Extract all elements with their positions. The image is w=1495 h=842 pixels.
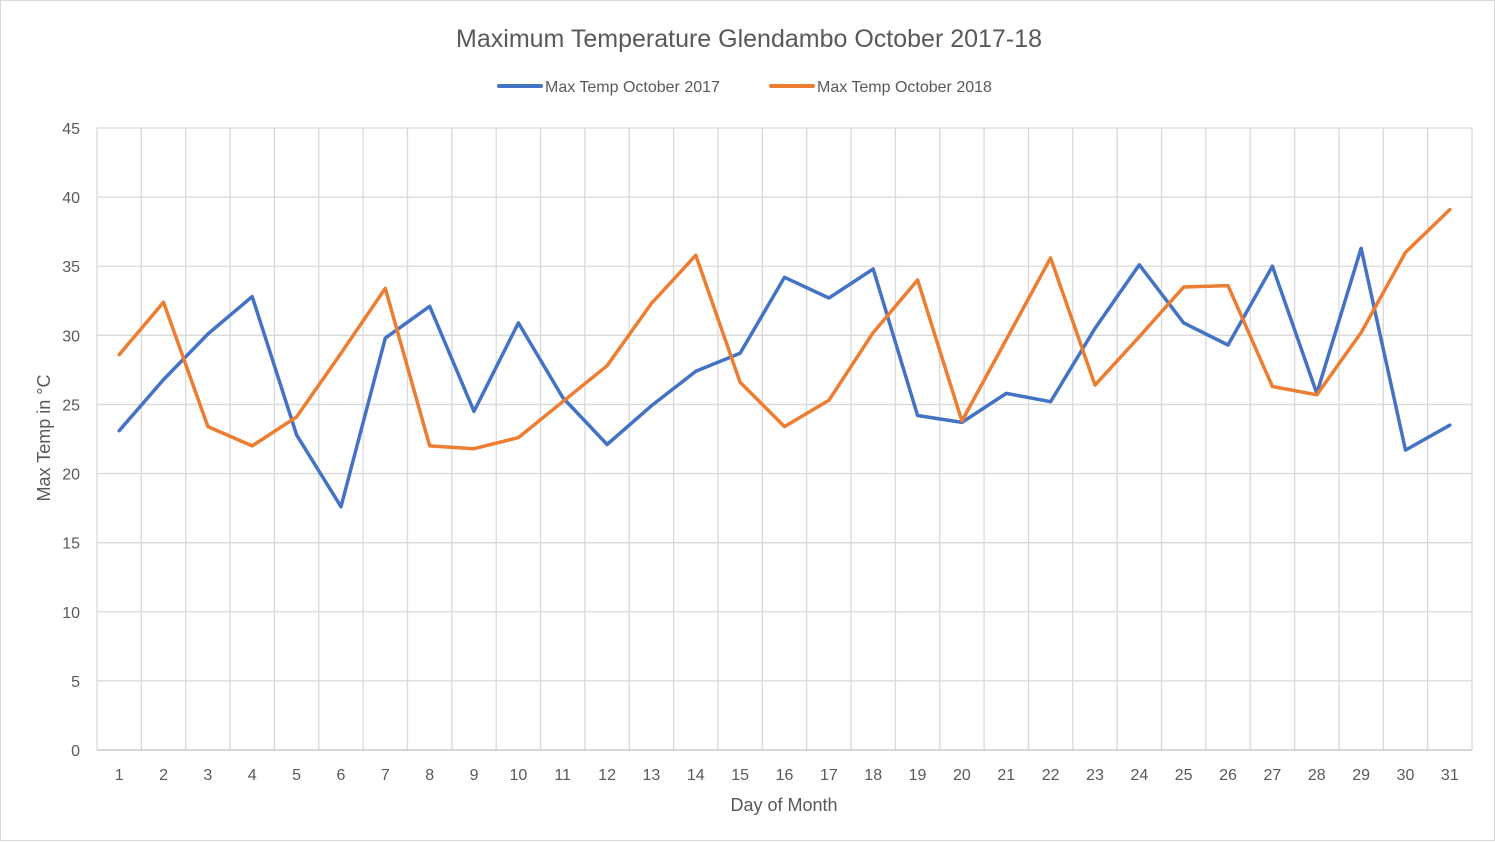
x-tick-label: 2 <box>159 767 168 784</box>
y-axis-title: Max Temp in °C <box>34 375 54 502</box>
x-tick-label: 10 <box>509 767 527 784</box>
x-tick-label: 11 <box>554 767 571 784</box>
x-tick-labels: 1 2 3 4 5 6 7 8 9 10 11 12 13 14 15 16 17 18 19 20 21 22 23 24 2… <box>115 767 1459 784</box>
legend-item-2017: Max Temp October 2017 <box>497 79 720 96</box>
x-tick-label: 8 <box>425 767 434 784</box>
chart-title: Maximum Temperature Glendambo October 20… <box>456 25 1042 53</box>
x-tick-label: 5 <box>292 767 301 784</box>
x-tick-label: 23 <box>1086 767 1104 784</box>
legend-label-2018: Max Temp October 2018 <box>817 79 992 96</box>
x-tick-label: 30 <box>1397 767 1415 784</box>
x-tick-label: 6 <box>336 767 345 784</box>
x-tick-label: 15 <box>731 767 749 784</box>
x-tick-label: 21 <box>997 767 1015 784</box>
y-tick-label: 0 <box>71 743 80 760</box>
x-tick-label: 22 <box>1042 767 1060 784</box>
x-tick-label: 14 <box>687 767 705 784</box>
y-tick-label: 10 <box>62 605 80 622</box>
y-tick-label: 40 <box>62 190 80 207</box>
x-tick-label: 19 <box>909 767 927 784</box>
x-tick-label: 27 <box>1264 767 1282 784</box>
x-tick-label: 9 <box>470 767 479 784</box>
x-tick-label: 17 <box>820 767 838 784</box>
x-tick-label: 25 <box>1175 767 1193 784</box>
y-tick-label: 15 <box>62 536 80 553</box>
y-tick-labels: 0 5 10 15 20 25 30 35 40 45 <box>62 121 80 760</box>
legend-label-2017: Max Temp October 2017 <box>545 79 720 96</box>
x-tick-label: 18 <box>864 767 882 784</box>
x-tick-label: 1 <box>115 767 124 784</box>
series-line-2017 <box>117 246 1452 509</box>
y-tick-label: 30 <box>62 328 80 345</box>
x-tick-label: 24 <box>1130 767 1148 784</box>
y-tick-label: 45 <box>62 121 80 138</box>
x-tick-label: 12 <box>598 767 616 784</box>
gridlines <box>96 127 1473 750</box>
y-tick-label: 25 <box>62 397 80 414</box>
series-line-2018 <box>117 207 1452 451</box>
x-tick-label: 31 <box>1441 767 1459 784</box>
y-tick-label: 20 <box>62 467 80 484</box>
y-tick-label: 35 <box>62 259 80 276</box>
x-tick-label: 13 <box>643 767 661 784</box>
x-tick-label: 20 <box>953 767 971 784</box>
x-tick-label: 4 <box>248 767 257 784</box>
legend-item-2018: Max Temp October 2018 <box>769 79 992 96</box>
x-tick-label: 28 <box>1308 767 1326 784</box>
x-tick-label: 16 <box>776 767 794 784</box>
x-tick-label: 29 <box>1352 767 1370 784</box>
x-axis-title: Day of Month <box>730 795 837 815</box>
legend: Max Temp October 2017 Max Temp October 2… <box>497 79 992 96</box>
x-tick-label: 7 <box>381 767 390 784</box>
x-tick-label: 3 <box>203 767 212 784</box>
y-tick-label: 5 <box>71 674 80 691</box>
x-tick-label: 26 <box>1219 767 1237 784</box>
series-lines <box>117 207 1452 509</box>
